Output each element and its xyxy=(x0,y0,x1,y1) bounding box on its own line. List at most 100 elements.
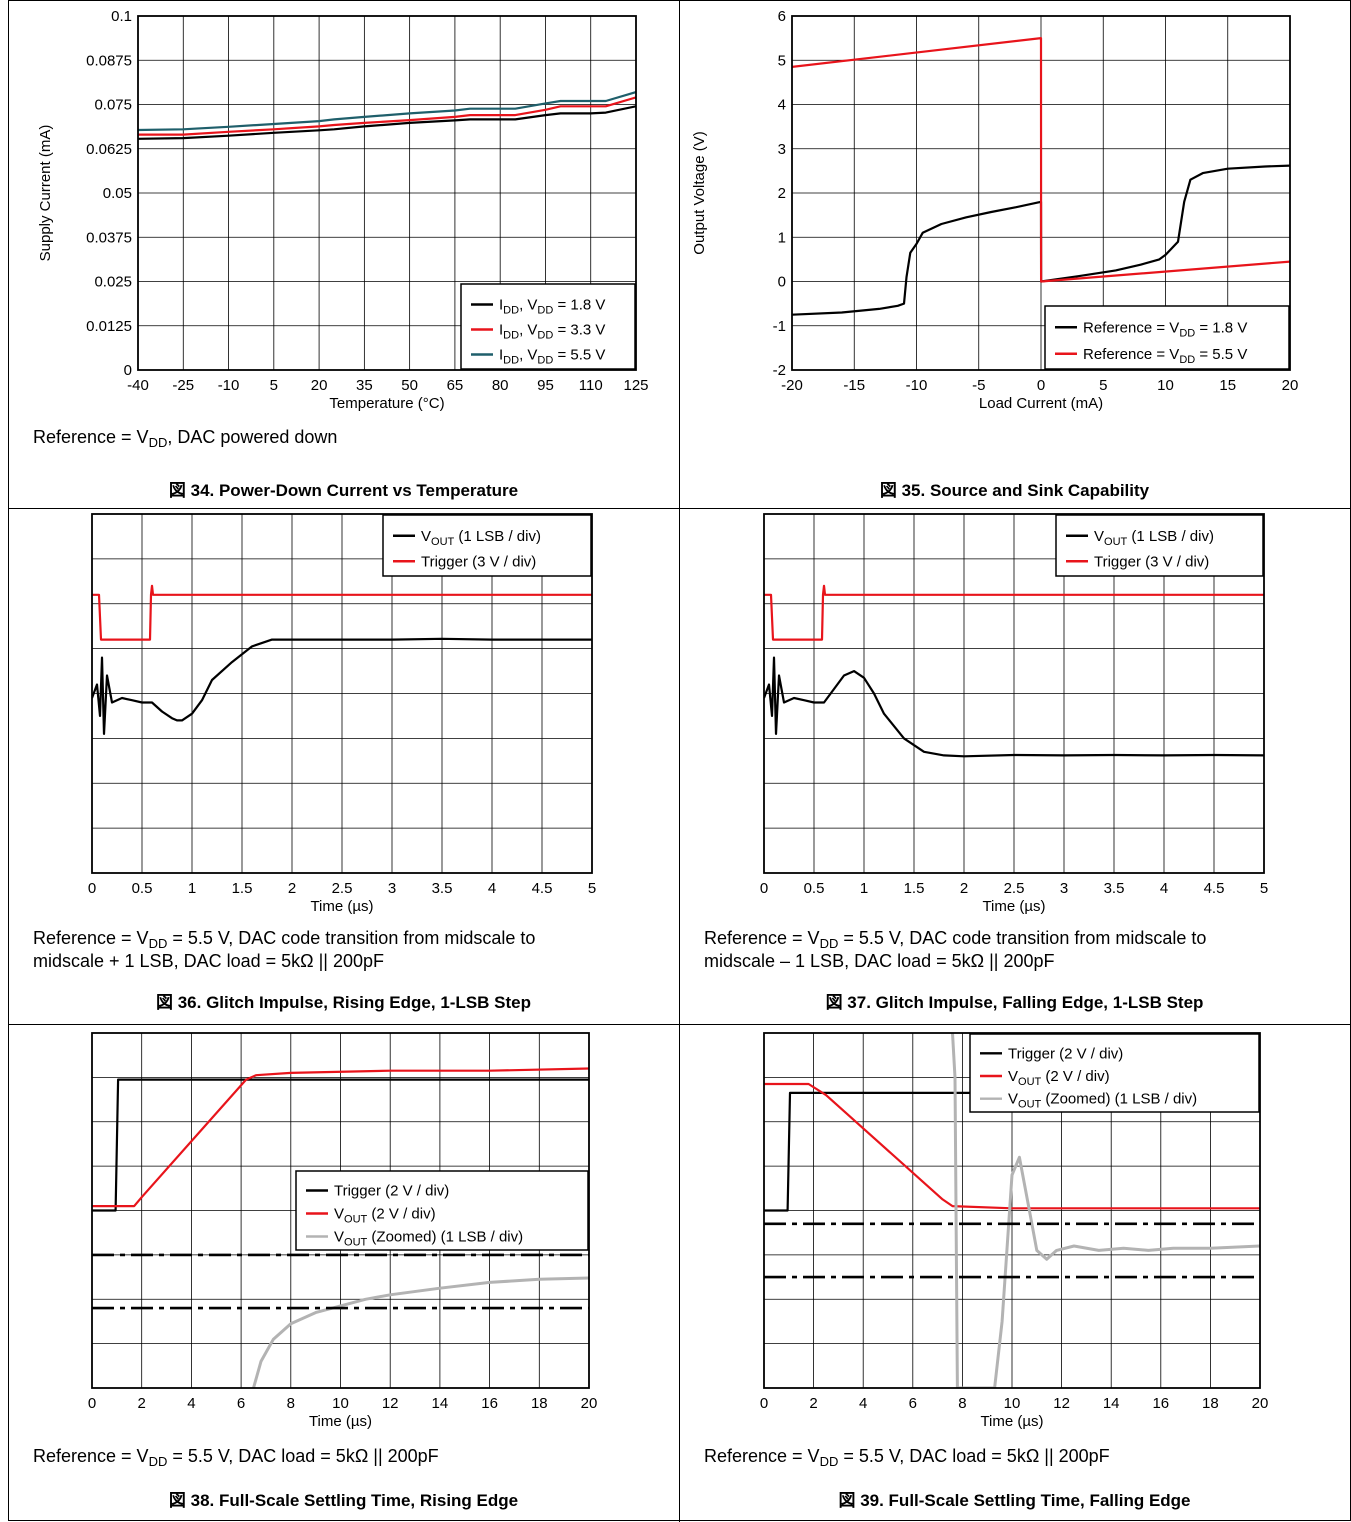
legend-label: IDD​, VDD​ = 1.8 V xyxy=(499,297,605,317)
y-tick-label: 0.0375 xyxy=(86,229,132,246)
x-tick-label: 5 xyxy=(1260,880,1268,897)
figure-note: midscale – 1 LSB, DAC load = 5kΩ || 200p… xyxy=(704,951,1054,971)
x-tick-label: 18 xyxy=(1202,1395,1219,1412)
series-line-1 xyxy=(92,637,592,736)
legend-box xyxy=(382,514,592,577)
x-tick-label: -25 xyxy=(172,377,194,394)
x-tick-label: 1.5 xyxy=(904,880,925,897)
series-line-1 xyxy=(764,656,1264,758)
figure-panel-4: 0 0.5 1 1.5 2 2.5 3 3.5 4 4.5 5 Time (µs) VOUT​ (1 L… xyxy=(704,513,1268,1012)
y-tick-label: 0.0625 xyxy=(86,141,132,158)
x-tick-label: 8 xyxy=(287,1395,295,1412)
series-line-2 xyxy=(792,36,1290,283)
series-line-3 xyxy=(252,1276,589,1388)
figure-caption: 図 36. Glitch Impulse, Rising Edge, 1-LSB… xyxy=(156,993,531,1012)
legend-label: VOUT​ (2 V / div) xyxy=(334,1206,436,1226)
x-tick-label: 6 xyxy=(909,1395,917,1412)
x-tick-label: 65 xyxy=(447,377,464,394)
x-tick-label: 80 xyxy=(492,377,509,394)
x-tick-label: 35 xyxy=(356,377,373,394)
x-tick-label: -15 xyxy=(843,377,865,394)
x-tick-label: -10 xyxy=(218,377,240,394)
x-tick-label: 1 xyxy=(860,880,868,897)
figure-note: midscale + 1 LSB, DAC load = 5kΩ || 200p… xyxy=(33,951,384,971)
x-tick-label: 0 xyxy=(1037,377,1045,394)
y-tick-label: 0.0875 xyxy=(86,52,132,69)
y-tick-label: 0.0125 xyxy=(86,318,132,335)
figure-note: Reference = VDD​ = 5.5 V, DAC load = 5kΩ… xyxy=(33,1446,439,1469)
x-tick-label: 2 xyxy=(288,880,296,897)
legend-box xyxy=(295,1170,589,1251)
series-group xyxy=(138,91,636,140)
figure-panel-6: 0 2 4 6 8 10 12 14 16 18 20 Time (µs) Trigger (2 V /… xyxy=(704,1032,1269,1510)
grid xyxy=(138,16,636,370)
series-group xyxy=(92,584,592,736)
x-tick-label: 4.5 xyxy=(532,880,553,897)
series-group xyxy=(764,584,1264,758)
figure-note: Reference = VDD​, DAC powered down xyxy=(33,427,337,450)
x-tick-label: 12 xyxy=(1053,1395,1070,1412)
legend: VOUT​ (1 LSB / div) Trigger (3 V / div) xyxy=(382,514,592,577)
plot-frame xyxy=(763,513,1265,874)
x-tick-label: 18 xyxy=(531,1395,548,1412)
series-line-2 xyxy=(92,1067,589,1208)
plot-frame xyxy=(137,15,637,371)
x-tick-label: 20 xyxy=(1282,377,1299,394)
x-tick-label: 5 xyxy=(270,377,278,394)
legend-label: Trigger (3 V / div) xyxy=(421,553,536,570)
x-tick-label: 3 xyxy=(388,880,396,897)
legend-label: IDD​, VDD​ = 5.5 V xyxy=(499,347,605,367)
figure-panel-1: -40 -25 -10 5 20 35 50 65 80 95 110 125 0 0.0125 0.025… xyxy=(33,8,649,500)
x-tick-label: 125 xyxy=(623,377,648,394)
y-tick-label: 0.025 xyxy=(94,274,132,291)
y-tick-label: -1 xyxy=(773,318,786,335)
x-tick-label: 0 xyxy=(760,1395,768,1412)
y-tick-label: 1 xyxy=(778,229,786,246)
legend: VOUT​ (1 LSB / div) Trigger (3 V / div) xyxy=(1055,514,1264,577)
x-tick-label: -10 xyxy=(906,377,928,394)
legend-label: Trigger (2 V / div) xyxy=(334,1183,449,1200)
x-tick-label: 10 xyxy=(332,1395,349,1412)
x-tick-label: 4.5 xyxy=(1204,880,1225,897)
plot-frame xyxy=(791,15,1291,371)
x-tick-label: 6 xyxy=(237,1395,245,1412)
x-tick-label: 4 xyxy=(187,1395,195,1412)
x-tick-label: 20 xyxy=(581,1395,598,1412)
plot-frame xyxy=(763,1032,1261,1389)
x-tick-label: 0 xyxy=(88,1395,96,1412)
legend: Reference = VDD​ = 1.8 V Reference = VDD​… xyxy=(1044,305,1290,370)
x-tick-label: -40 xyxy=(127,377,149,394)
x-tick-label: 2 xyxy=(960,880,968,897)
x-axis-label: Temperature (°C) xyxy=(329,395,444,412)
figure-caption: 図 35. Source and Sink Capability xyxy=(880,481,1150,500)
x-tick-label: 3 xyxy=(1060,880,1068,897)
plot-frame xyxy=(91,1032,590,1389)
x-tick-label: 2.5 xyxy=(1004,880,1025,897)
x-tick-label: 2.5 xyxy=(332,880,353,897)
x-tick-label: 20 xyxy=(1252,1395,1269,1412)
plot-frame xyxy=(91,513,593,874)
x-tick-label: 14 xyxy=(432,1395,449,1412)
x-tick-label: 4 xyxy=(488,880,496,897)
y-tick-label: 0.05 xyxy=(103,185,132,202)
legend-label: VOUT​ (Zoomed) (1 LSB / div) xyxy=(334,1229,523,1249)
series-line-1 xyxy=(92,1078,589,1212)
x-tick-label: 3.5 xyxy=(1104,880,1125,897)
y-tick-label: -2 xyxy=(773,362,786,379)
figure-note: Reference = VDD​ = 5.5 V, DAC code trans… xyxy=(704,928,1206,951)
legend-label: Trigger (2 V / div) xyxy=(1008,1045,1123,1062)
x-tick-label: 3.5 xyxy=(432,880,453,897)
legend-label: Reference = VDD​ = 1.8 V xyxy=(1083,319,1247,339)
x-tick-label: 5 xyxy=(588,880,596,897)
x-tick-label: 10 xyxy=(1157,377,1174,394)
figure-caption: 図 34. Power-Down Current vs Temperature xyxy=(169,481,518,500)
legend-label: VOUT​ (1 LSB / div) xyxy=(1094,528,1214,548)
y-tick-label: 6 xyxy=(778,8,786,25)
x-tick-label: 0.5 xyxy=(132,880,153,897)
x-tick-label: 20 xyxy=(311,377,328,394)
figure-note: Reference = VDD​ = 5.5 V, DAC code trans… xyxy=(33,928,535,951)
x-axis-label: Time (µs) xyxy=(982,898,1045,915)
series-line-1 xyxy=(138,105,636,140)
x-tick-label: 4 xyxy=(1160,880,1168,897)
